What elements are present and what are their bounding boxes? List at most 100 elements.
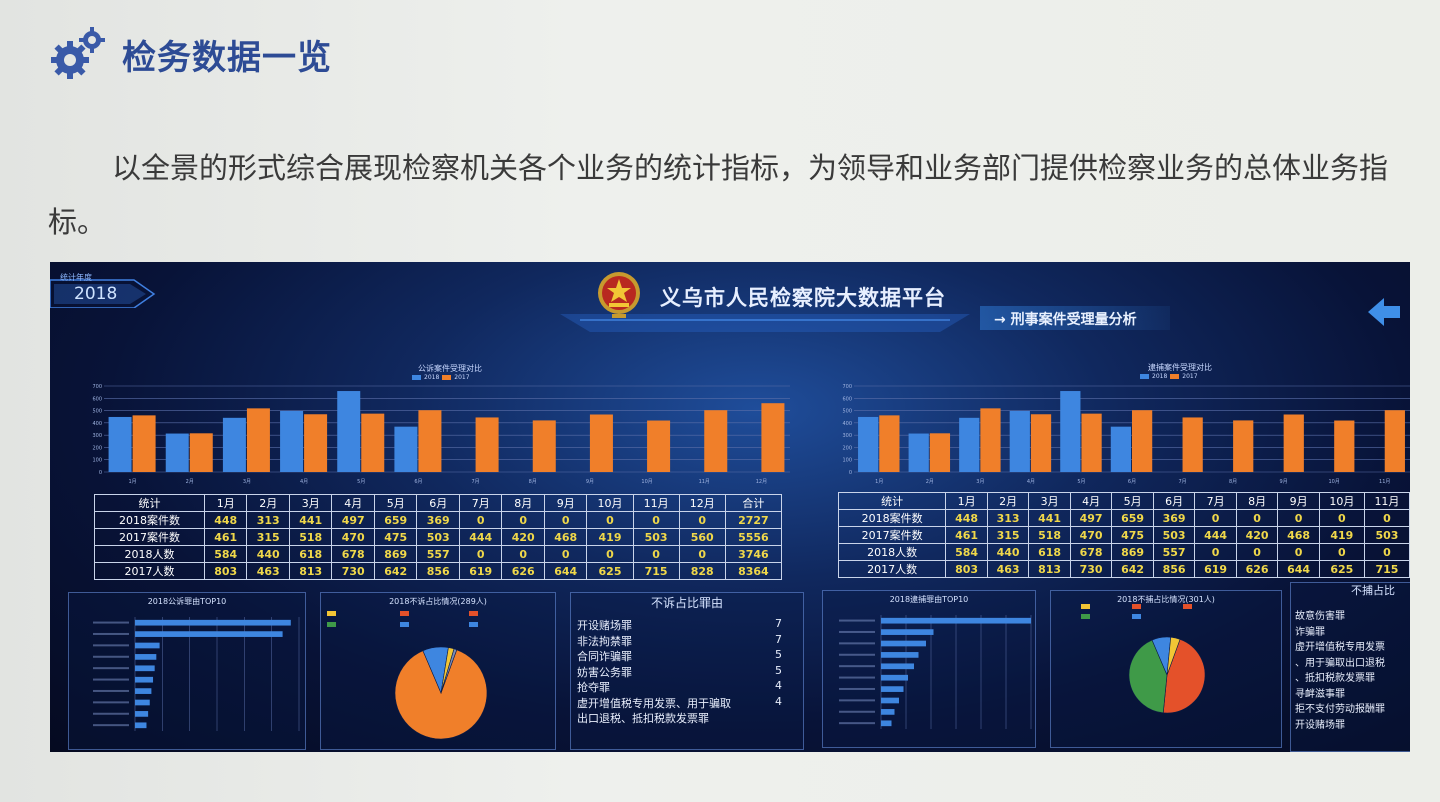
- reason-name: 故意伤害罪: [1295, 611, 1345, 622]
- table-cell: 461: [203, 528, 248, 546]
- table-header-cell: 10月: [1318, 492, 1365, 510]
- section-heading: 检务数据一览: [48, 26, 332, 82]
- reasons-right-title: 不捕占比: [1351, 584, 1395, 597]
- pie-left-chart: [394, 646, 488, 740]
- x-tick-label: 2月: [186, 479, 194, 485]
- left-bar-chart: 0 100 200 300 400 500 600 700 1月 2月 3月 4月 5月 6月 7月 8月 9月…: [92, 384, 790, 485]
- hbar-category-label: [839, 642, 875, 645]
- reason-name: 开设赌场罪: [1295, 719, 1345, 731]
- reason-name: 虚开增值税专用发票: [1295, 642, 1385, 653]
- table-cell: 0: [1194, 543, 1237, 561]
- table-cell: 518: [288, 528, 333, 546]
- bar-2017-8: [532, 420, 556, 472]
- bar-2017-9: [1283, 414, 1304, 472]
- table-header-cell: 8月: [501, 494, 545, 512]
- table-cell: 557: [1152, 543, 1196, 561]
- table-cell: 0: [458, 545, 503, 563]
- table-cell: 0: [586, 545, 634, 563]
- x-tick-label: 9月: [586, 479, 594, 485]
- bar-2018-6: [394, 426, 418, 472]
- table-header-cell: 6月: [416, 494, 460, 512]
- x-tick-label: 5月: [357, 479, 365, 485]
- hbar-category-label: [93, 632, 129, 635]
- reason-name: 虚开增值税专用发票、用于骗取: [577, 696, 731, 710]
- table-cell: 497: [331, 511, 375, 529]
- table-cell: 0: [632, 511, 680, 529]
- reason-name: 开设赌场罪: [577, 619, 632, 632]
- bar-2018-1: [108, 416, 132, 472]
- table-cell: 619: [458, 562, 503, 580]
- x-tick-label: 10月: [641, 479, 652, 485]
- bar-2018-3: [959, 417, 980, 472]
- table-cell: 856: [416, 562, 460, 580]
- back-arrow-icon[interactable]: [1366, 294, 1402, 330]
- table-cell: 626: [1235, 560, 1279, 578]
- year-tab[interactable]: 统计年度 2018: [50, 270, 156, 308]
- table-cell: 441: [1028, 509, 1071, 527]
- table-row: 2017案件数 461 315 518 470 475 503 444 420 468 419 503…: [94, 528, 783, 546]
- pie-right-title: 2018不捕占比情况(301人): [1117, 595, 1215, 604]
- table-cell: 730: [331, 562, 375, 580]
- bar-2017-3: [980, 408, 1001, 472]
- x-tick-label: 5月: [1077, 479, 1085, 485]
- table-cell: 0: [543, 545, 588, 563]
- table-header-cell: 7月: [458, 494, 503, 512]
- bar-2018-6: [1110, 426, 1131, 472]
- table-cell: 618: [1028, 543, 1071, 561]
- table-cell: 315: [986, 526, 1030, 544]
- pie-right-legend: [1081, 604, 1192, 609]
- hbar-category-label: [839, 722, 875, 725]
- bar-2017-2: [189, 433, 213, 472]
- table-cell: 315: [246, 528, 290, 546]
- table-cell: 441: [288, 511, 333, 529]
- table-header-cell: 9月: [1277, 492, 1320, 510]
- table-cell: 503: [1363, 526, 1410, 544]
- table-cell: 8364: [724, 562, 783, 580]
- dashboard-title-bar: 义乌市人民检察院大数据平台: [560, 268, 970, 332]
- x-tick-label: 6月: [414, 479, 422, 485]
- table-cell: 5556: [724, 528, 783, 546]
- reason-name: 寻衅滋事罪: [1295, 688, 1345, 700]
- table-header-cell: 统计: [837, 492, 947, 510]
- table-header-cell: 2月: [986, 492, 1030, 510]
- table-cell: 625: [1318, 560, 1365, 578]
- table-cell: 644: [1277, 560, 1320, 578]
- hbar-1: [881, 617, 1031, 624]
- hbar-category-label: [839, 676, 875, 679]
- table-header-cell: 6月: [1152, 492, 1196, 510]
- table-cell: 642: [373, 562, 418, 580]
- legend-swatch-2017: [442, 375, 452, 380]
- reason-name-cont: 、抵扣税款发票罪: [1295, 673, 1375, 684]
- bar-2017-1: [879, 415, 900, 472]
- dashboard-title: 义乌市人民检察院大数据平台: [660, 286, 946, 310]
- hbar-7: [135, 688, 152, 694]
- table-cell: 0: [1363, 509, 1410, 527]
- table-cell: 313: [986, 509, 1030, 527]
- hbar-1: [135, 619, 291, 626]
- hbar-category-label: [839, 699, 875, 702]
- y-tick-label: 0: [849, 470, 852, 476]
- bar-2017-6: [418, 410, 442, 472]
- table-cell: 313: [246, 511, 290, 529]
- hbar-10: [135, 722, 147, 729]
- table-cell: 440: [246, 545, 290, 563]
- table-row: 2018案件数 448 313 441 497 659 369 0 0 0 0 0: [837, 509, 1410, 527]
- table-cell: 813: [288, 562, 333, 580]
- y-tick-label: 600: [842, 396, 852, 402]
- y-tick-label: 700: [92, 384, 102, 390]
- right-bar-chart: 0 100 200 300 400 500 600 700 1月 2月 3月 4月 5月 6月 7月 8月 9月…: [842, 384, 1410, 485]
- reason-count: 7: [775, 617, 782, 630]
- table-cell: 468: [1277, 526, 1320, 544]
- table-row-label: 2018案件数: [94, 511, 205, 529]
- x-tick-label: 10月: [1328, 479, 1339, 485]
- hbar-category-label: [839, 710, 875, 713]
- table-cell: 470: [331, 528, 375, 546]
- table-row: 2017人数 803 463 813 730 642 856 619 626 644 625 715: [837, 560, 1410, 578]
- reason-count: 5: [775, 648, 782, 661]
- table-cell: 584: [945, 543, 988, 561]
- table-row-label: 2017案件数: [837, 526, 947, 544]
- hbar-category-label: [93, 678, 129, 681]
- table-row: 2017人数 803 463 813 730 642 856 619 626 644 625 715 8…: [94, 562, 783, 580]
- bar-2017-7: [475, 417, 499, 472]
- table-cell: 730: [1069, 560, 1113, 578]
